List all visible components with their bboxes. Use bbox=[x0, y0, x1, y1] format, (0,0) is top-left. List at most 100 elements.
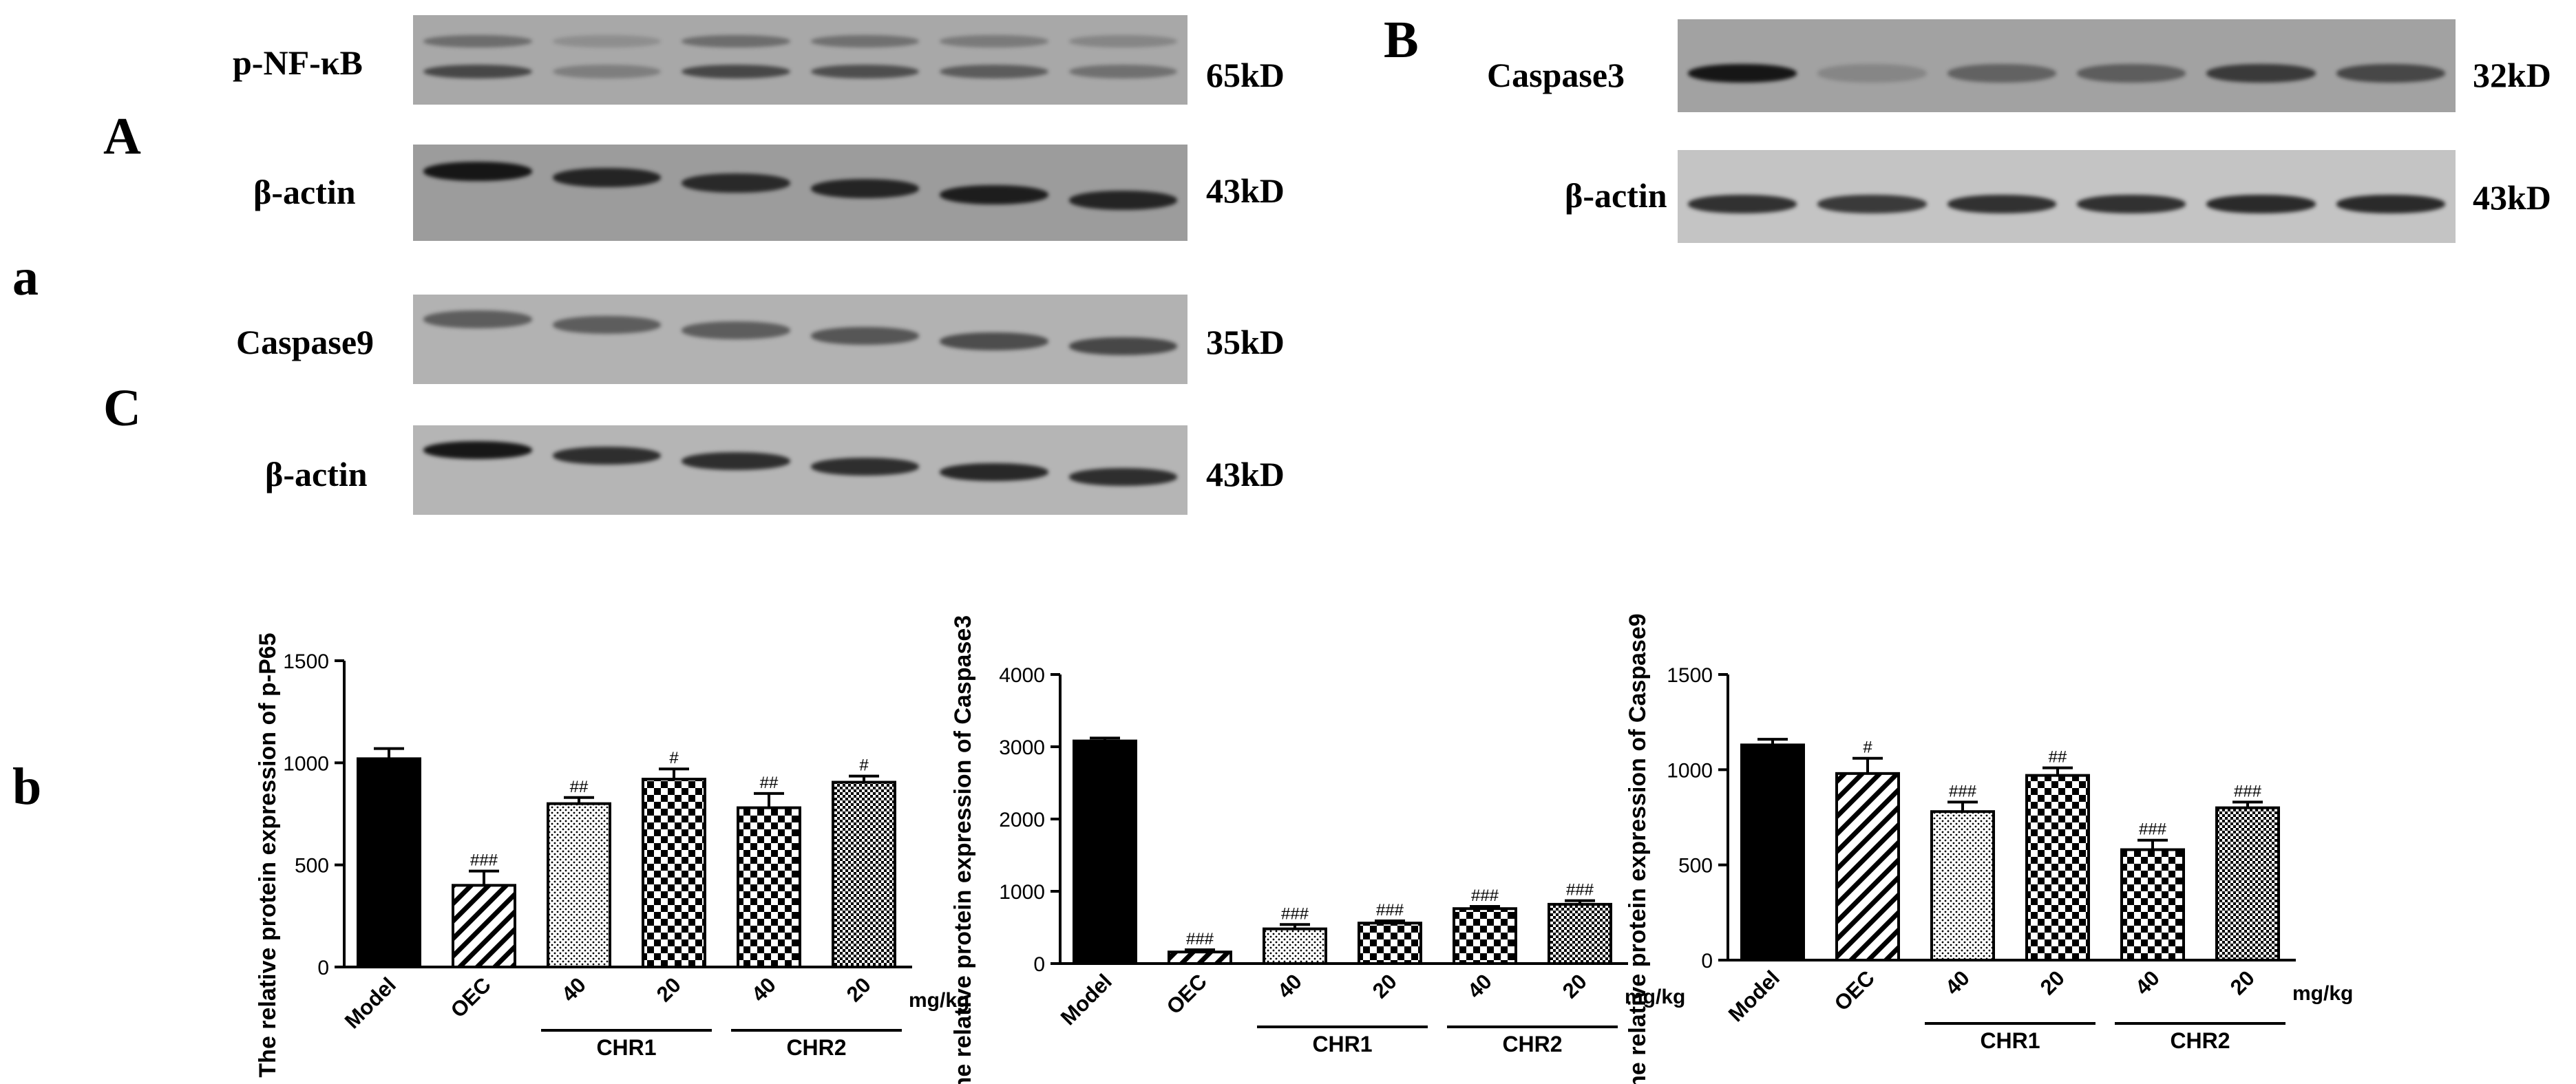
category-label: 20 bbox=[652, 973, 686, 1006]
category-label: 40 bbox=[557, 973, 591, 1006]
category-label: Model bbox=[1056, 969, 1117, 1030]
blot-band bbox=[940, 184, 1048, 204]
casp3-label: Caspase3 bbox=[1487, 56, 1625, 94]
casp3-size-label: 32kD bbox=[2473, 56, 2551, 94]
blot-band bbox=[1947, 194, 2056, 213]
bar bbox=[452, 884, 516, 969]
unit-label: mg/kg bbox=[1625, 986, 1685, 1008]
blot-band bbox=[552, 34, 661, 47]
significance-label: ### bbox=[1376, 901, 1404, 920]
significance-label: ### bbox=[1186, 930, 1214, 948]
blot-band bbox=[552, 64, 661, 79]
blot-band bbox=[1688, 63, 1797, 83]
y-tick-label: 0 bbox=[317, 957, 329, 979]
y-axis-label: The relative protein expression of Caspa… bbox=[950, 615, 976, 1084]
significance-label: # bbox=[1863, 738, 1872, 757]
y-tick-label: 0 bbox=[1701, 950, 1713, 973]
group-label: CHR1 bbox=[1312, 1032, 1372, 1056]
panel-label-B: B bbox=[1384, 11, 1419, 69]
bar bbox=[832, 780, 896, 968]
actin-B-blot-image bbox=[1678, 150, 2456, 243]
bar bbox=[1168, 950, 1232, 966]
group-label: CHR2 bbox=[786, 1035, 846, 1060]
significance-label: ## bbox=[570, 778, 589, 796]
bar bbox=[1453, 907, 1517, 966]
blot-band bbox=[1817, 63, 1927, 83]
blot-band bbox=[2206, 194, 2316, 213]
actin-B-size-label: 43kD bbox=[2473, 178, 2551, 217]
bar bbox=[737, 806, 801, 968]
significance-label: # bbox=[859, 756, 869, 775]
bar bbox=[2215, 806, 2280, 961]
y-tick-label: 0 bbox=[1033, 953, 1045, 976]
significance-label: ### bbox=[2139, 820, 2167, 839]
blot-band bbox=[1688, 194, 1797, 213]
blot-band bbox=[2077, 63, 2186, 83]
pnfkb-size-label: 65kD bbox=[1206, 56, 1285, 94]
panel-label-a: a bbox=[12, 248, 39, 306]
casp9-size-label: 35kD bbox=[1206, 323, 1285, 361]
category-label: Model bbox=[340, 973, 401, 1033]
blot-band bbox=[1068, 337, 1177, 356]
significance-label: ## bbox=[760, 774, 779, 792]
significance-label: ### bbox=[1949, 782, 1977, 800]
chart-2: 0 1000 2000 3000 4000 The relative protein ex… bbox=[950, 615, 1685, 1084]
y-tick-label: 1500 bbox=[1667, 664, 1713, 687]
significance-label: ### bbox=[1281, 904, 1309, 923]
blot-band bbox=[940, 64, 1048, 79]
y-tick-label: 4000 bbox=[999, 664, 1045, 687]
actin-C-size-label: 43kD bbox=[1206, 455, 1285, 493]
casp3-blot-image bbox=[1678, 19, 2456, 112]
blot-band bbox=[682, 64, 790, 79]
blot-band bbox=[1817, 194, 1927, 213]
y-tick-label: 1500 bbox=[283, 650, 329, 673]
bar bbox=[2025, 774, 2090, 961]
significance-label: ### bbox=[1471, 886, 1499, 905]
bar bbox=[2120, 848, 2185, 961]
blot-band bbox=[423, 441, 532, 460]
category-label: 20 bbox=[1558, 969, 1592, 1003]
blot-band bbox=[1068, 64, 1177, 79]
category-label: 20 bbox=[842, 973, 876, 1006]
group-label: CHR2 bbox=[2170, 1028, 2230, 1053]
casp9-blot-image bbox=[413, 295, 1187, 384]
blot-band bbox=[2336, 63, 2445, 83]
blot-band bbox=[682, 452, 790, 470]
blot-band bbox=[552, 167, 661, 187]
blot-band bbox=[1068, 191, 1177, 211]
significance-label: ### bbox=[2234, 782, 2262, 800]
group-label: CHR1 bbox=[1980, 1028, 2040, 1053]
bar bbox=[1263, 927, 1327, 965]
bar bbox=[1548, 902, 1612, 966]
blot-band bbox=[682, 321, 790, 339]
bar bbox=[547, 802, 611, 968]
significance-label: ### bbox=[1566, 881, 1594, 900]
actin-C-label: β-actin bbox=[265, 455, 368, 493]
actin-B-label: β-actin bbox=[1565, 176, 1667, 215]
y-tick-label: 3000 bbox=[999, 736, 1045, 759]
category-label: 40 bbox=[1941, 966, 1974, 999]
blot-band bbox=[682, 173, 790, 193]
blot-band bbox=[423, 34, 532, 47]
bar bbox=[1358, 922, 1422, 966]
y-tick-label: 1000 bbox=[283, 752, 329, 775]
y-tick-label: 2000 bbox=[999, 809, 1045, 831]
blot-band bbox=[940, 332, 1048, 350]
pnfkb-label: p-NF-κB bbox=[233, 43, 363, 82]
category-label: 40 bbox=[2131, 966, 2164, 999]
significance-label: ### bbox=[470, 851, 498, 870]
category-label: 20 bbox=[2036, 966, 2069, 999]
blot-band bbox=[1068, 34, 1177, 47]
pnfkb-blot-image bbox=[413, 15, 1187, 105]
category-label: OEC bbox=[1830, 966, 1879, 1015]
panel-label-C: C bbox=[103, 379, 141, 437]
blot-band bbox=[2336, 194, 2445, 213]
blot-band bbox=[2077, 194, 2186, 213]
bar bbox=[1930, 810, 1995, 962]
blot-band bbox=[423, 64, 532, 79]
bar bbox=[642, 778, 706, 968]
significance-label: ## bbox=[2049, 748, 2067, 767]
bar bbox=[357, 757, 421, 968]
